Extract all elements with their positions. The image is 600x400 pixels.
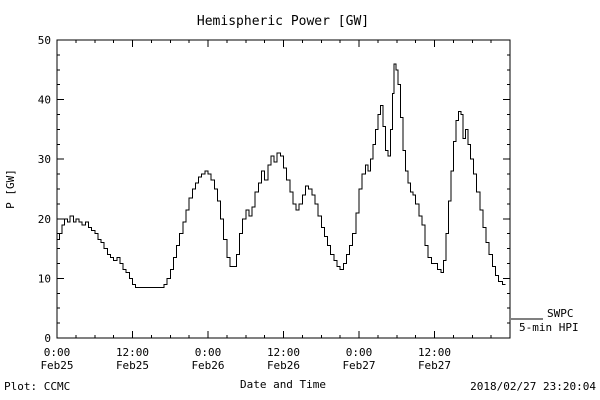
x-tick-date: Feb26: [267, 359, 300, 372]
x-tick-time: 12:00: [267, 346, 300, 359]
hpi-data-line: [57, 63, 506, 288]
generation-timestamp: 2018/02/27 23:20:04: [470, 380, 596, 393]
x-axis-tick-labels: 0:00Feb2512:00Feb250:00Feb2612:00Feb260:…: [40, 346, 451, 372]
plot-border: [56, 39, 511, 339]
y-axis-ticks: [57, 39, 510, 339]
y-tick-value: 40: [38, 94, 51, 107]
y-tick-value: 30: [38, 153, 51, 166]
y-tick-value: 20: [38, 213, 51, 226]
x-tick-time: 0:00: [44, 346, 71, 359]
y-tick-value: 50: [38, 34, 51, 47]
x-tick-time: 0:00: [346, 346, 373, 359]
x-tick-date: Feb26: [191, 359, 224, 372]
x-tick-date: Feb25: [40, 359, 73, 372]
x-axis-label: Date and Time: [240, 378, 326, 391]
x-axis-ticks: [56, 40, 511, 338]
y-axis-tick-labels: 0 10 20 30 40 50: [38, 34, 51, 345]
y-tick-value: 0: [44, 332, 51, 345]
x-tick-time: 12:00: [116, 346, 149, 359]
x-tick-date: Feb27: [342, 359, 375, 372]
legend-series-sublabel: 5-min HPI: [519, 321, 579, 334]
legend-series-label: SWPC: [547, 307, 574, 320]
x-tick-date: Feb25: [116, 359, 149, 372]
y-tick-value: 10: [38, 272, 51, 285]
x-tick-time: 0:00: [195, 346, 222, 359]
x-tick-date: Feb27: [418, 359, 451, 372]
chart-title: Hemispheric Power [GW]: [197, 14, 369, 29]
plot-credit: Plot: CCMC: [4, 380, 70, 393]
y-axis-label: P [GW]: [4, 169, 17, 209]
x-tick-time: 12:00: [418, 346, 451, 359]
